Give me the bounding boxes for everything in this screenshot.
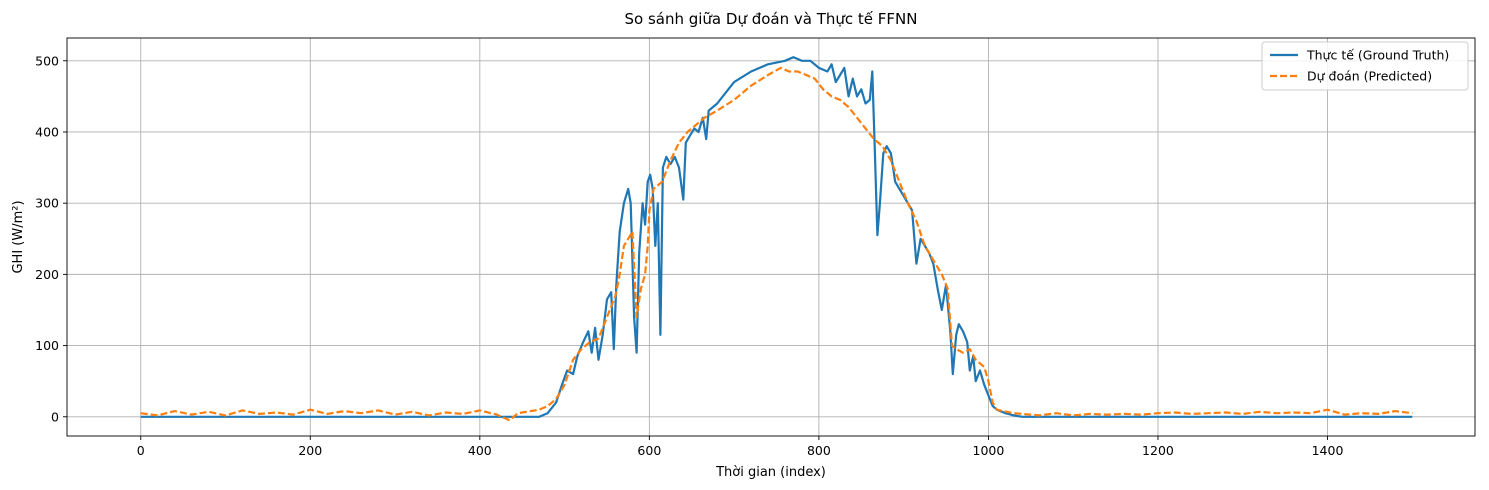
chart-title: So sánh giữa Dự đoán và Thực tế FFNN <box>624 10 917 28</box>
legend-label: Dự đoán (Predicted) <box>1307 69 1432 84</box>
ticks: 0 200 400 600 800 1000 1200 1400 0 100 200 300 400 50… <box>35 53 1343 458</box>
plot-frame <box>66 37 1476 437</box>
x-tick-label: 0 <box>137 443 145 458</box>
y-axis-title: GHI (W/m²) <box>11 200 26 273</box>
y-tick-label: 500 <box>35 53 59 68</box>
x-axis-title: Thời gian (index) <box>715 465 826 480</box>
series-line-predicted <box>140 66 1413 422</box>
legend-label: Thực tế (Ground Truth) <box>1306 48 1449 63</box>
legend-box <box>1261 41 1469 91</box>
legend: Thực tế (Ground Truth) Dự đoán (Predicted… <box>1261 41 1469 91</box>
y-tick-label: 300 <box>35 196 59 211</box>
y-tick-label: 100 <box>35 338 59 353</box>
x-tick-label: 800 <box>807 443 831 458</box>
x-tick-label: 200 <box>298 443 322 458</box>
x-tick-label: 600 <box>637 443 661 458</box>
y-tick-label: 400 <box>35 124 59 139</box>
y-tick-label: 0 <box>51 409 59 424</box>
series-layer <box>140 56 1413 422</box>
y-tick-label: 200 <box>35 267 59 282</box>
x-tick-label: 400 <box>468 443 492 458</box>
x-tick-label: 1200 <box>1142 443 1174 458</box>
series-line-ground-truth <box>140 56 1413 418</box>
x-tick-label: 1000 <box>973 443 1005 458</box>
x-tick-label: 1400 <box>1312 443 1344 458</box>
